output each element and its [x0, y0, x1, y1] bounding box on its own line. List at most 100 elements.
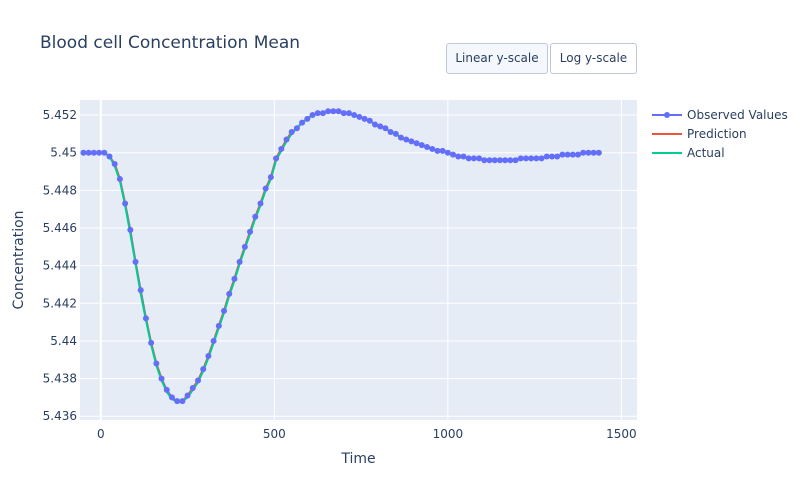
observed-point: [595, 149, 602, 156]
observed-point: [382, 125, 389, 132]
observed-point: [345, 110, 352, 117]
observed-point: [325, 108, 332, 115]
observed-point: [273, 155, 280, 162]
observed-point: [569, 151, 576, 158]
observed-point: [330, 108, 337, 115]
legend-marker: [664, 112, 670, 118]
observed-point: [470, 155, 477, 162]
observed-point: [465, 155, 472, 162]
observed-point: [299, 119, 306, 126]
observed-point: [575, 151, 581, 158]
observed-point: [413, 140, 420, 147]
observed-point: [127, 226, 134, 233]
observed-point: [512, 157, 519, 164]
observed-point: [116, 176, 123, 183]
observed-point: [377, 123, 384, 130]
observed-point: [392, 130, 399, 137]
observed-point: [267, 174, 274, 181]
observed-point: [361, 115, 368, 122]
observed-point: [226, 290, 233, 297]
observed-point: [429, 145, 436, 152]
observed-point: [85, 149, 92, 156]
observed-point: [257, 200, 264, 207]
observed-point: [502, 157, 509, 164]
y-tick-label: 5.436: [43, 409, 77, 423]
legend-item[interactable]: Observed Values: [652, 108, 788, 122]
observed-point: [481, 157, 488, 164]
linear-y-scale-button[interactable]: Linear y-scale: [446, 43, 548, 74]
observed-point: [148, 339, 155, 346]
observed-point: [476, 155, 483, 162]
legend: Observed Values Prediction Actual: [652, 108, 788, 160]
observed-point: [215, 322, 222, 329]
observed-point: [403, 136, 410, 143]
observed-point: [356, 113, 363, 120]
observed-point: [309, 112, 316, 119]
log-y-scale-button[interactable]: Log y-scale: [550, 43, 637, 74]
observed-point: [434, 147, 441, 154]
observed-point: [543, 153, 550, 160]
observed-point: [444, 149, 451, 156]
observed-point: [241, 243, 248, 250]
observed-point: [132, 258, 139, 265]
observed-point: [418, 142, 425, 149]
observed-point: [455, 153, 462, 160]
observed-point: [439, 147, 446, 154]
observed-point: [564, 151, 571, 158]
observed-point: [424, 144, 431, 151]
observed-point: [158, 375, 165, 382]
y-tick-label: 5.45: [50, 146, 77, 160]
observed-point: [491, 157, 498, 164]
observed-point: [408, 138, 415, 145]
observed-point: [548, 153, 555, 160]
plot-area: [80, 100, 637, 420]
observed-point: [335, 108, 342, 115]
observed-point: [101, 149, 108, 156]
observed-point: [247, 228, 254, 235]
observed-point: [231, 275, 238, 282]
observed-point: [189, 385, 196, 391]
observed-point: [252, 213, 259, 220]
y-tick-label: 5.44: [50, 334, 77, 348]
x-tick-label: 0: [97, 427, 105, 441]
y-tick-label: 5.444: [43, 259, 77, 273]
x-tick-label: 500: [263, 427, 286, 441]
x-tick-label: 1500: [606, 427, 637, 441]
observed-point: [533, 155, 540, 162]
observed-point: [450, 151, 457, 158]
observed-point: [153, 360, 160, 367]
observed-point: [194, 377, 201, 384]
observed-point: [122, 200, 129, 207]
observed-point: [210, 337, 217, 344]
series-layer: [80, 108, 602, 405]
observed-point: [460, 153, 467, 160]
observed-point: [398, 134, 405, 141]
observed-point: [486, 157, 493, 164]
legend-item[interactable]: Actual: [652, 146, 725, 160]
observed-point: [200, 366, 207, 373]
observed-point: [366, 117, 373, 124]
observed-point: [221, 307, 228, 314]
observed-point: [205, 353, 212, 359]
observed-point: [174, 398, 181, 405]
observed-point: [80, 149, 87, 156]
observed-point: [262, 185, 269, 192]
observed-point: [319, 110, 326, 117]
observed-point: [278, 145, 285, 152]
observed-point: [111, 161, 118, 167]
legend-item[interactable]: Prediction: [652, 127, 747, 141]
tick-labels: 0 500 1000 1500 5.436 5.438 5.44 5.442 5.444 5.44…: [43, 108, 637, 441]
observed-point: [496, 157, 503, 164]
observed-point: [293, 125, 300, 132]
observed-point: [314, 110, 321, 117]
legend-label: Actual: [687, 146, 725, 160]
observed-point: [522, 155, 529, 162]
observed-point: [559, 151, 566, 158]
chart-title: Blood cell Concentration Mean: [40, 33, 301, 53]
observed-point: [387, 129, 394, 135]
legend-label: Prediction: [687, 127, 747, 141]
x-axis-title: Time: [340, 451, 375, 467]
observed-point: [283, 136, 290, 143]
y-tick-label: 5.442: [43, 296, 77, 310]
